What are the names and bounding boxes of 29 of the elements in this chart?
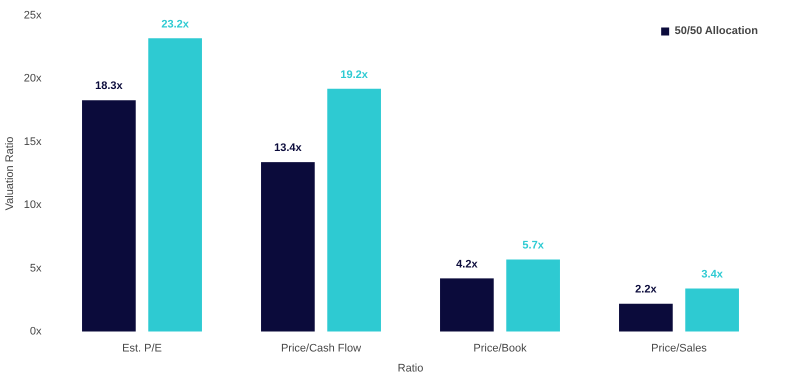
data-label: 3.4x — [701, 268, 724, 281]
data-label: 19.2x — [340, 68, 369, 81]
bar — [261, 162, 315, 332]
x-axis-title: Ratio — [398, 362, 424, 374]
legend-label: 50/50 Allocation — [674, 25, 758, 37]
bar — [82, 100, 136, 332]
y-tick-label: 10x — [24, 199, 42, 212]
data-label: 23.2x — [161, 18, 190, 30]
x-tick-label: Price/Cash Flow — [280, 342, 362, 354]
x-tick-label: Est. P/E — [122, 342, 162, 354]
bar — [327, 88, 381, 332]
data-label: 5.7x — [522, 239, 545, 252]
x-tick-label: Price/Book — [473, 342, 528, 354]
bar — [685, 288, 739, 332]
y-tick-label: 0x — [30, 326, 42, 338]
bar — [619, 304, 673, 332]
bar — [440, 278, 494, 332]
y-tick-label: 25x — [24, 10, 42, 22]
y-axis-title: Valuation Ratio — [4, 136, 16, 210]
data-label: 13.4x — [274, 142, 303, 154]
data-label: 4.2x — [456, 258, 478, 270]
y-tick-label: 20x — [24, 72, 42, 85]
y-tick-label: 15x — [24, 136, 42, 148]
bar — [506, 259, 560, 332]
data-label: 2.2x — [635, 284, 658, 296]
y-tick-label: 5x — [30, 262, 42, 274]
data-label: 18.3x — [95, 80, 124, 92]
x-tick-label: Price/Sales — [651, 342, 708, 354]
bar — [148, 38, 202, 332]
